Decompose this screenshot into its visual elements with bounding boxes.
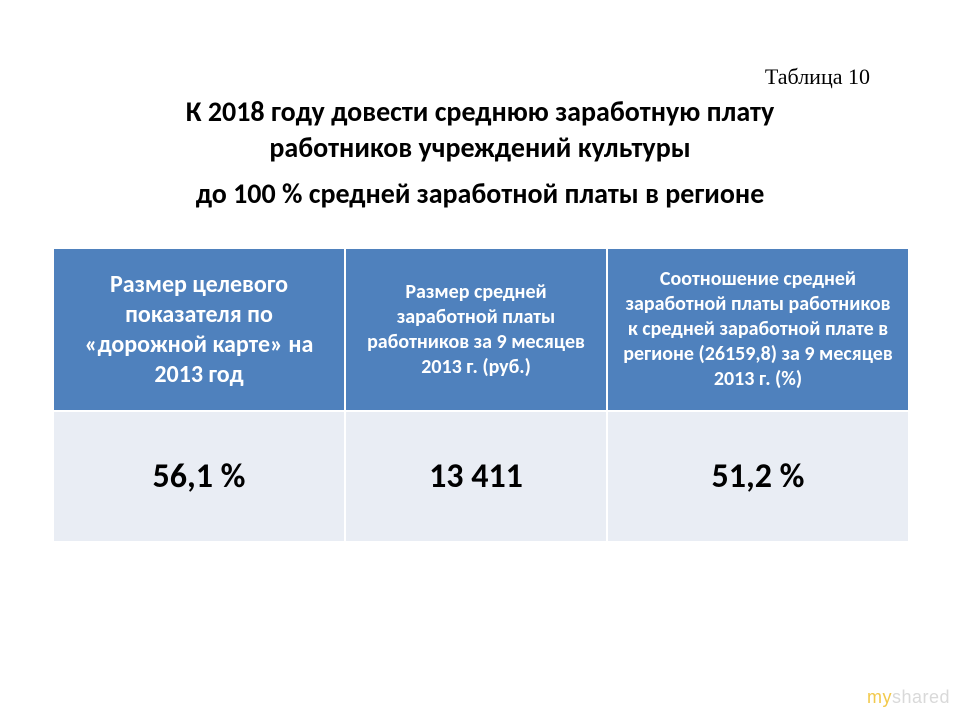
- table-row: 56,1 % 13 411 51,2 %: [53, 411, 909, 542]
- table-cell: 51,2 %: [607, 411, 909, 542]
- title-line-3: до 100 % средней заработной платы в реги…: [52, 176, 908, 212]
- title-line-1: К 2018 году довести среднюю заработную п…: [52, 94, 908, 130]
- watermark-rest: shared: [892, 687, 950, 707]
- table-number-label: Таблица 10: [765, 64, 870, 90]
- watermark: myshared: [867, 687, 950, 708]
- table-cell: 56,1 %: [53, 411, 345, 542]
- table-header-cell: Размер целевого показателя по «дорожной …: [53, 248, 345, 411]
- title-line-2: работников учреждений культуры: [52, 130, 908, 166]
- table-header-row: Размер целевого показателя по «дорожной …: [53, 248, 909, 411]
- table-header-cell: Размер средней заработной платы работник…: [345, 248, 607, 411]
- slide-title: К 2018 году довести среднюю заработную п…: [52, 94, 908, 211]
- table-header-cell: Соотношение средней заработной платы раб…: [607, 248, 909, 411]
- watermark-prefix: my: [867, 687, 892, 707]
- slide: Таблица 10 К 2018 году довести среднюю з…: [0, 0, 960, 720]
- table-cell: 13 411: [345, 411, 607, 542]
- data-table: Размер целевого показателя по «дорожной …: [52, 247, 910, 543]
